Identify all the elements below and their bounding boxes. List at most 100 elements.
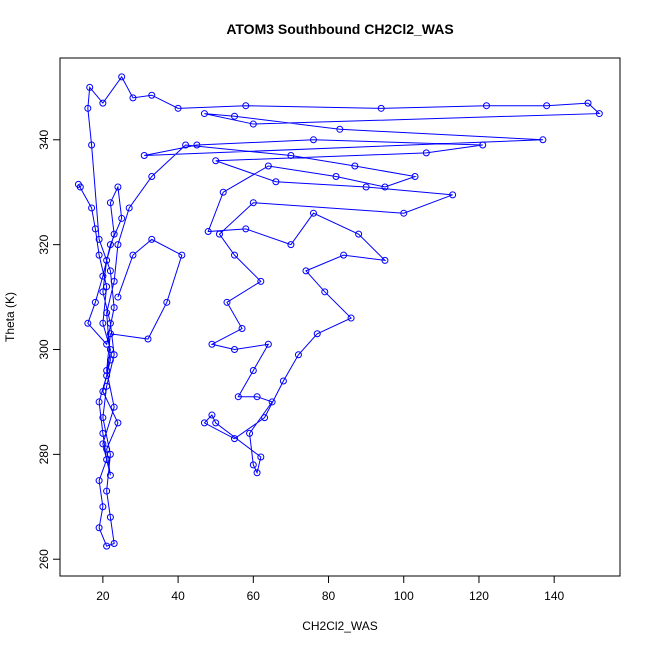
data-point [309, 209, 317, 217]
data-point [163, 298, 171, 306]
y-axis-label: Theta (K) [3, 292, 17, 342]
data-point [106, 330, 114, 338]
data-point [355, 230, 363, 238]
data-point [449, 191, 457, 199]
x-tick-label: 140 [544, 589, 564, 603]
data-point [332, 172, 340, 180]
data-point [381, 256, 389, 264]
data-point [208, 411, 216, 419]
data-point [99, 272, 107, 280]
data-point [223, 298, 231, 306]
data-point [129, 94, 137, 102]
data-point [103, 382, 111, 390]
data-point [86, 83, 94, 91]
y-tick-label: 340 [37, 129, 51, 149]
data-point [140, 152, 148, 160]
data-point [595, 110, 603, 118]
data-point [249, 120, 257, 128]
data-point [99, 414, 107, 422]
data-point [114, 293, 122, 301]
data-point [340, 251, 348, 259]
data-point [125, 204, 133, 212]
data-point [110, 403, 118, 411]
data-point [347, 314, 355, 322]
data-point [106, 241, 114, 249]
data-point [99, 503, 107, 511]
data-point [543, 102, 551, 110]
data-point [238, 325, 246, 333]
data-point [74, 180, 82, 188]
data-point [302, 267, 310, 275]
data-point [253, 469, 261, 477]
data-point [264, 340, 272, 348]
data-point [231, 112, 239, 120]
data-point [106, 450, 114, 458]
data-point [148, 172, 156, 180]
data-point [539, 136, 547, 144]
data-point [106, 356, 114, 364]
data-point [200, 419, 208, 427]
data-point [212, 157, 220, 165]
data-line [77, 75, 601, 547]
data-point [103, 445, 111, 453]
data-point [99, 319, 107, 327]
data-point [99, 429, 107, 437]
data-point [234, 393, 242, 401]
data-point [261, 414, 269, 422]
data-point [95, 524, 103, 532]
data-point [118, 73, 126, 81]
data-point [95, 251, 103, 259]
data-point [99, 288, 107, 296]
data-point [422, 149, 430, 157]
data-point [110, 230, 118, 238]
x-axis-label: CH2Cl2_WAS [302, 619, 378, 633]
data-point [103, 309, 111, 317]
data-point [208, 340, 216, 348]
data-point [193, 141, 201, 149]
data-point [91, 298, 99, 306]
data-point [381, 183, 389, 191]
data-point [144, 335, 152, 343]
data-point [95, 477, 103, 485]
data-point [106, 513, 114, 521]
data-point [200, 110, 208, 118]
data-point [231, 435, 239, 443]
data-point [103, 366, 111, 374]
data-point [118, 214, 126, 222]
data-point [242, 225, 250, 233]
x-tick-label: 40 [171, 589, 185, 603]
data-point [321, 288, 329, 296]
data-point [148, 91, 156, 99]
data-point [287, 241, 295, 249]
data-point [110, 304, 118, 312]
data-point [148, 235, 156, 243]
data-point [268, 398, 276, 406]
data-point [106, 471, 114, 479]
data-point [294, 351, 302, 359]
data-point [219, 188, 227, 196]
data-point [103, 372, 111, 380]
data-point [103, 542, 111, 550]
plot-frame [59, 57, 621, 577]
y-tick-label: 260 [37, 549, 51, 569]
data-point [99, 99, 107, 107]
data-point [110, 539, 118, 547]
data-point [351, 162, 359, 170]
data-point [91, 225, 99, 233]
data-point [110, 277, 118, 285]
data-point [279, 377, 287, 385]
x-tick-label: 20 [96, 589, 110, 603]
data-point [106, 346, 114, 354]
data-point [84, 319, 92, 327]
data-point [106, 267, 114, 275]
x-tick-label: 120 [469, 589, 489, 603]
data-point [114, 241, 122, 249]
data-point [129, 251, 137, 259]
data-point [88, 141, 96, 149]
data-point [287, 152, 295, 160]
data-point [103, 340, 111, 348]
data-point [106, 319, 114, 327]
data-point [99, 387, 107, 395]
